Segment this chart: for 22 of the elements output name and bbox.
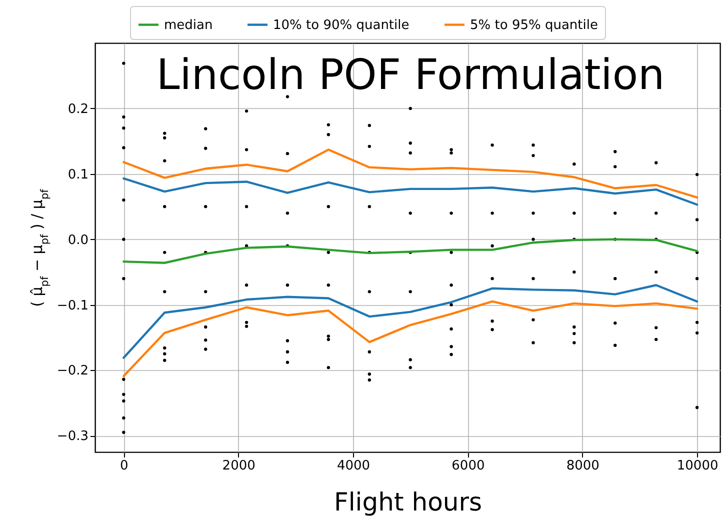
legend-label: 10% to 90% quantile — [273, 18, 410, 33]
x-tick-label: 4000 — [336, 458, 370, 474]
line-series — [122, 148, 698, 199]
x-tick-label: 6000 — [452, 458, 485, 474]
x-tick-label: 8000 — [566, 458, 600, 474]
y-tick-label: −0.1 — [56, 298, 88, 314]
legend-label: 5% to 95% quantile — [470, 18, 598, 33]
y-tick-label: −0.3 — [56, 429, 88, 444]
chart-title: Lincoln POF Formulation — [156, 50, 665, 99]
line-series — [122, 177, 698, 206]
x-tick-label: 0 — [120, 458, 128, 474]
y-tick-label: 0.1 — [68, 167, 88, 182]
y-tick-label: 0.2 — [68, 102, 88, 117]
x-tick-label: 10000 — [676, 458, 718, 474]
x-tick-label: 2000 — [222, 458, 256, 474]
line-series — [122, 284, 698, 359]
y-tick-label: −0.2 — [56, 364, 88, 379]
line-series — [122, 300, 698, 378]
line-series — [122, 238, 698, 264]
legend-label: median — [164, 18, 213, 33]
y-tick-label: 0.0 — [68, 232, 88, 248]
x-axis-title: Flight hours — [334, 488, 482, 516]
